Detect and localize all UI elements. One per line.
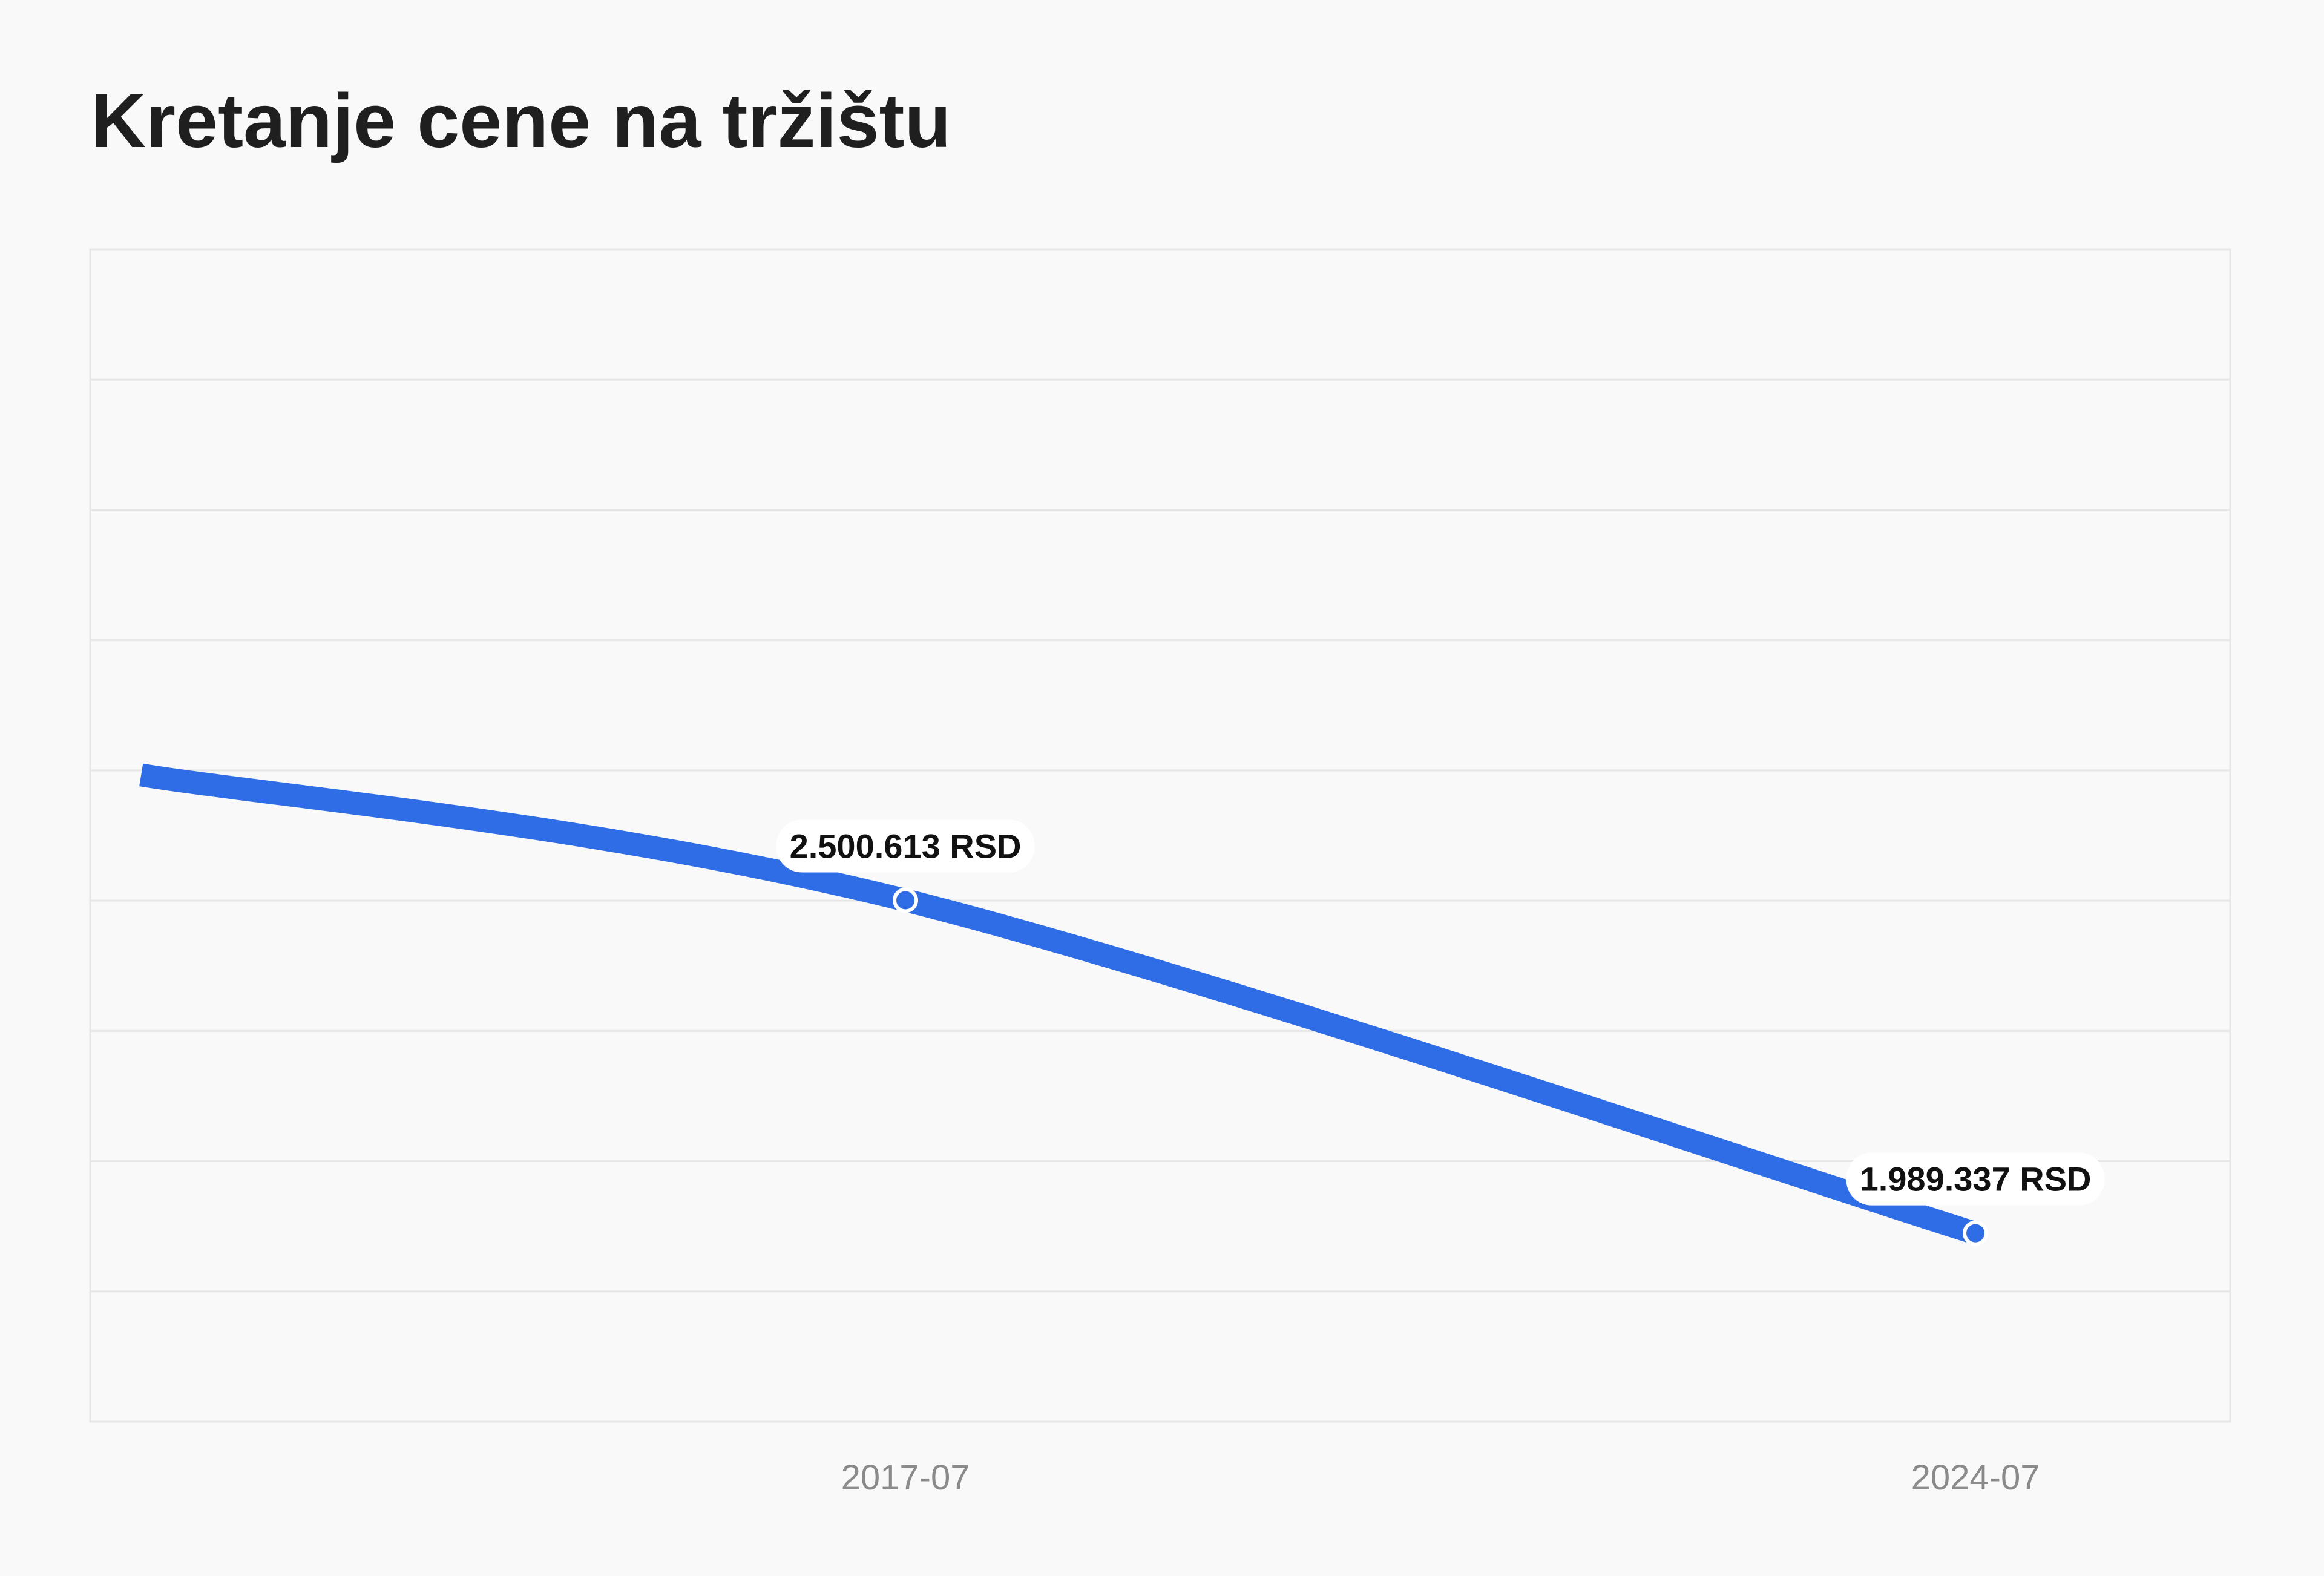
data-label: 2.500.613 RSD — [790, 827, 1022, 865]
price-line — [139, 763, 1979, 1244]
chart-series — [139, 763, 1979, 1244]
data-point[interactable] — [893, 887, 919, 913]
data-label-background — [1846, 1152, 2105, 1206]
chart-points — [893, 887, 1989, 1246]
chart-data-labels: 2.500.613 RSD 1.989.337 RSD — [776, 819, 2105, 1206]
data-label-background — [776, 819, 1035, 873]
chart-x-ticks: 2017-07 2024-07 — [841, 1458, 2040, 1497]
data-point[interactable] — [1963, 1220, 1989, 1246]
x-tick-label: 2024-07 — [1911, 1458, 2040, 1497]
plot-area-border — [89, 248, 2231, 1423]
data-label-group: 1.989.337 RSD — [1846, 1152, 2105, 1206]
data-label-group: 2.500.613 RSD — [776, 819, 1035, 873]
data-label: 1.989.337 RSD — [1860, 1160, 2092, 1198]
x-tick-label: 2017-07 — [841, 1458, 970, 1497]
chart-grid — [89, 248, 2231, 1423]
page-title: Kretanje cene na tržištu — [91, 78, 951, 163]
